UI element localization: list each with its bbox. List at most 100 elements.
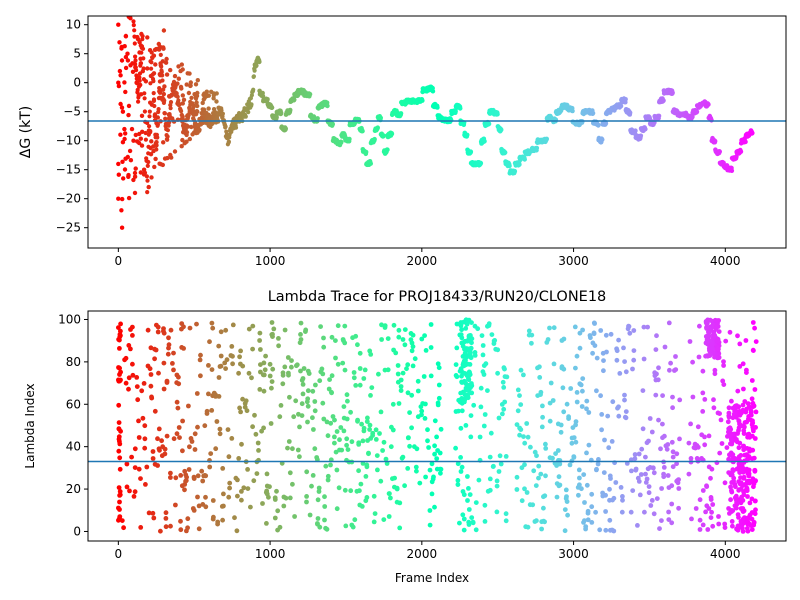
data-point	[465, 474, 470, 479]
data-point	[721, 382, 727, 387]
data-point	[666, 517, 672, 522]
data-point	[436, 365, 442, 371]
data-point	[628, 509, 634, 515]
data-point	[378, 478, 384, 484]
data-point	[693, 506, 699, 511]
data-point	[426, 445, 431, 450]
data-point	[697, 517, 703, 523]
data-point	[466, 522, 472, 527]
data-point	[320, 400, 326, 406]
data-point	[116, 196, 121, 201]
data-point	[598, 328, 604, 333]
data-point	[729, 398, 734, 404]
data-point	[252, 68, 257, 73]
data-point	[163, 60, 169, 65]
data-point	[176, 374, 181, 380]
data-point	[257, 387, 263, 392]
data-point	[519, 498, 525, 504]
data-point	[604, 349, 609, 355]
data-point	[688, 421, 693, 427]
y-tick-label: −20	[56, 192, 81, 206]
data-point	[435, 402, 441, 408]
y-tick-label: 0	[73, 76, 81, 90]
data-point	[746, 431, 752, 437]
data-point	[267, 361, 273, 367]
data-point	[161, 386, 167, 392]
data-point	[381, 133, 387, 138]
data-point	[352, 517, 358, 523]
data-point	[654, 371, 659, 377]
data-point	[140, 129, 145, 134]
data-point	[524, 490, 530, 495]
data-point	[590, 350, 595, 356]
lambda-x-ticks: 0 1000 2000 3000 4000	[115, 541, 741, 561]
y-tick-label: 80	[66, 355, 81, 369]
data-point	[496, 415, 502, 421]
data-point	[256, 448, 261, 453]
data-point	[213, 394, 219, 399]
data-point	[704, 325, 709, 330]
x-tick-label: 2000	[407, 547, 438, 561]
data-point	[272, 495, 278, 501]
data-point	[116, 420, 122, 425]
data-point	[164, 56, 169, 62]
data-point	[627, 110, 633, 116]
data-point	[146, 184, 151, 190]
data-point	[715, 346, 720, 351]
data-point	[160, 162, 165, 168]
data-point	[462, 346, 467, 352]
data-point	[688, 456, 694, 461]
data-point	[150, 72, 155, 77]
data-point	[214, 99, 219, 104]
data-point	[322, 504, 328, 509]
data-point	[529, 332, 535, 338]
data-point	[749, 378, 755, 383]
data-point	[534, 518, 539, 524]
data-point	[496, 469, 502, 474]
data-point	[750, 320, 756, 325]
data-point	[462, 392, 468, 398]
data-point	[357, 366, 363, 371]
data-point	[494, 483, 500, 489]
data-point	[526, 328, 532, 334]
data-point	[419, 408, 425, 414]
data-point	[617, 371, 623, 376]
data-point	[721, 363, 726, 368]
data-point	[117, 372, 122, 377]
data-point	[643, 471, 648, 477]
data-point	[385, 147, 390, 152]
data-point	[276, 336, 281, 341]
data-point	[357, 350, 363, 356]
data-point	[157, 89, 162, 94]
data-point	[462, 371, 468, 376]
data-point	[749, 516, 755, 522]
data-point	[117, 346, 122, 351]
data-point	[138, 525, 144, 530]
data-point	[283, 126, 289, 131]
data-point	[270, 366, 276, 372]
x-tick-label: 3000	[558, 547, 589, 561]
data-point	[734, 414, 739, 420]
data-point	[695, 424, 701, 430]
data-point	[126, 174, 131, 179]
data-point	[633, 128, 638, 133]
data-point	[194, 391, 200, 396]
data-point	[582, 500, 587, 505]
data-point	[525, 524, 531, 530]
data-point	[475, 326, 481, 332]
data-point	[176, 64, 181, 69]
data-point	[614, 348, 620, 354]
data-point	[397, 500, 403, 506]
data-point	[747, 521, 752, 527]
data-point	[577, 345, 583, 351]
data-point	[669, 520, 675, 526]
data-point	[179, 62, 184, 67]
data-point	[517, 432, 522, 438]
data-point	[334, 429, 340, 434]
data-point	[737, 412, 743, 418]
data-point	[196, 503, 202, 509]
data-point	[144, 158, 149, 163]
y-tick-label: −25	[56, 221, 81, 235]
data-point	[367, 422, 373, 428]
data-point	[569, 440, 575, 446]
